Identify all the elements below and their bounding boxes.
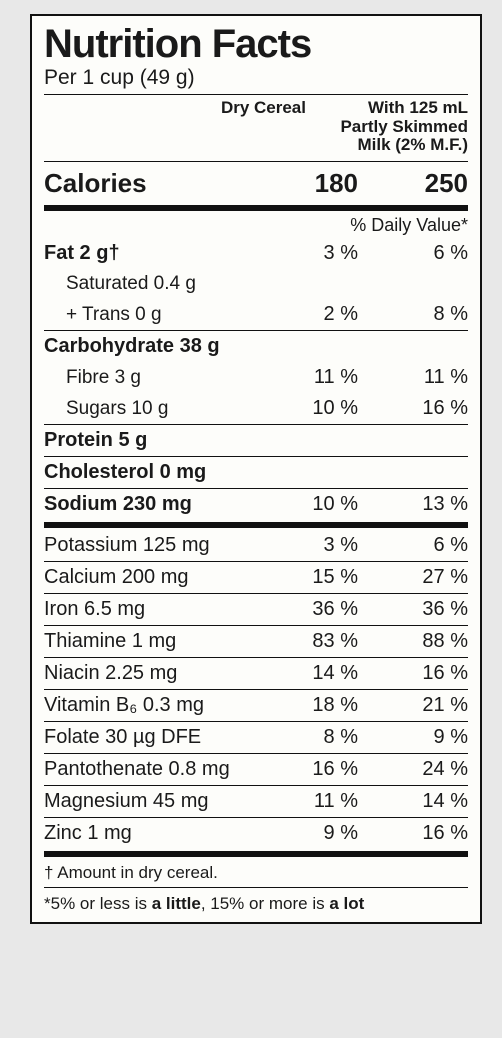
vitamin-dv-dry: 16 % [268, 758, 358, 781]
vitamin-dv-milk: 24 % [358, 758, 468, 781]
vitamin-row: Thiamine 1 mg83 %88 % [44, 625, 468, 657]
dv-header: % Daily Value* [44, 215, 468, 236]
vitamin-label: Folate 30 µg DFE [44, 726, 268, 749]
nutrient-label: Sodium 230 mg [44, 493, 268, 516]
nutrient-row: Sugars 10 g10 %16 % [44, 393, 468, 424]
vitamin-label: Niacin 2.25 mg [44, 662, 268, 685]
column-headers: Dry Cereal With 125 mL Partly Skimmed Mi… [44, 99, 468, 155]
vitamin-dv-milk: 16 % [358, 822, 468, 845]
vitamin-row: Niacin 2.25 mg14 %16 % [44, 657, 468, 689]
vitamin-label: Calcium 200 mg [44, 566, 268, 589]
vitamin-dv-dry: 36 % [268, 598, 358, 621]
nutrient-label: Sugars 10 g [44, 398, 268, 420]
thick-rule [44, 851, 468, 857]
vitamin-label: Zinc 1 mg [44, 822, 268, 845]
nutrient-label: + Trans 0 g [44, 304, 268, 326]
panel-title: Nutrition Facts [44, 24, 468, 64]
nutrient-dv-milk: 11 % [358, 366, 468, 389]
nutrient-row: Fibre 3 g11 %11 % [44, 362, 468, 393]
nutrient-dv-dry: 2 % [268, 303, 358, 326]
nutrient-label: Cholesterol 0 mg [44, 461, 268, 484]
nutrient-label: Fibre 3 g [44, 367, 268, 389]
nutrient-label: Carbohydrate 38 g [44, 335, 268, 358]
vitamins-section: Potassium 125 mg3 %6 %Calcium 200 mg15 %… [44, 530, 468, 849]
vitamin-dv-dry: 8 % [268, 726, 358, 749]
vitamin-label: Thiamine 1 mg [44, 630, 268, 653]
vitamin-dv-dry: 3 % [268, 534, 358, 557]
vitamin-dv-milk: 16 % [358, 662, 468, 685]
calories-label: Calories [44, 168, 268, 199]
vitamin-dv-milk: 21 % [358, 694, 468, 717]
nutrient-label: Protein 5 g [44, 429, 268, 452]
thick-rule [44, 205, 468, 211]
nutrient-row: Saturated 0.4 g [44, 269, 468, 299]
rule [44, 94, 468, 95]
col-header-dry: Dry Cereal [211, 99, 306, 155]
nutrient-dv-dry: 11 % [268, 366, 358, 389]
vitamin-dv-milk: 88 % [358, 630, 468, 653]
vitamin-row: Pantothenate 0.8 mg16 %24 % [44, 753, 468, 785]
vitamin-row: Vitamin B₆ 0.3 mg18 %21 % [44, 689, 468, 721]
calories-milk: 250 [358, 168, 468, 199]
macronutrients-section: Fat 2 g†3 %6 % Saturated 0.4 g + Trans 0 g… [44, 238, 468, 520]
vitamin-dv-dry: 14 % [268, 662, 358, 685]
nutrient-row: Protein 5 g [44, 424, 468, 456]
nutrient-label: Saturated 0.4 g [44, 273, 268, 295]
vitamin-row: Magnesium 45 mg11 %14 % [44, 785, 468, 817]
vitamin-label: Potassium 125 mg [44, 534, 268, 557]
nutrient-dv-dry: 10 % [268, 493, 358, 516]
vitamin-dv-milk: 27 % [358, 566, 468, 589]
vitamin-label: Pantothenate 0.8 mg [44, 758, 268, 781]
nutrient-row: Cholesterol 0 mg [44, 456, 468, 488]
nutrient-dv-milk: 16 % [358, 397, 468, 420]
thick-rule [44, 522, 468, 528]
nutrient-dv-milk: 13 % [358, 493, 468, 516]
vitamin-label: Iron 6.5 mg [44, 598, 268, 621]
vitamin-dv-dry: 83 % [268, 630, 358, 653]
vitamin-row: Calcium 200 mg15 %27 % [44, 561, 468, 593]
calories-row: Calories 180 250 [44, 164, 468, 203]
vitamin-dv-dry: 18 % [268, 694, 358, 717]
nutrient-row: + Trans 0 g2 %8 % [44, 299, 468, 330]
nutrient-dv-milk: 6 % [358, 242, 468, 265]
serving-size: Per 1 cup (49 g) [44, 66, 468, 90]
vitamin-row: Iron 6.5 mg36 %36 % [44, 593, 468, 625]
calories-dry: 180 [268, 168, 358, 199]
rule [44, 887, 468, 888]
vitamin-row: Zinc 1 mg9 %16 % [44, 817, 468, 849]
vitamin-dv-milk: 36 % [358, 598, 468, 621]
vitamin-dv-dry: 11 % [268, 790, 358, 813]
nutrition-facts-panel: Nutrition Facts Per 1 cup (49 g) Dry Cer… [30, 14, 482, 924]
nutrient-dv-dry: 10 % [268, 397, 358, 420]
vitamin-dv-dry: 15 % [268, 566, 358, 589]
vitamin-label: Magnesium 45 mg [44, 790, 268, 813]
nutrient-row: Sodium 230 mg10 %13 % [44, 488, 468, 520]
nutrient-dv-milk: 8 % [358, 303, 468, 326]
vitamin-dv-milk: 9 % [358, 726, 468, 749]
nutrient-dv-dry: 3 % [268, 242, 358, 265]
nutrient-row: Fat 2 g†3 %6 % [44, 238, 468, 269]
vitamin-dv-milk: 6 % [358, 534, 468, 557]
footnote-dv: *5% or less is a little, 15% or more is … [44, 890, 468, 916]
col-header-milk: With 125 mL Partly Skimmed Milk (2% M.F.… [318, 99, 468, 155]
footnote-dagger: † Amount in dry cereal. [44, 859, 468, 885]
vitamin-dv-milk: 14 % [358, 790, 468, 813]
vitamin-dv-dry: 9 % [268, 822, 358, 845]
vitamin-row: Folate 30 µg DFE8 %9 % [44, 721, 468, 753]
nutrient-label: Fat 2 g† [44, 242, 268, 265]
vitamin-row: Potassium 125 mg3 %6 % [44, 530, 468, 561]
vitamin-label: Vitamin B₆ 0.3 mg [44, 694, 268, 717]
rule [44, 161, 468, 162]
nutrient-row: Carbohydrate 38 g [44, 330, 468, 362]
